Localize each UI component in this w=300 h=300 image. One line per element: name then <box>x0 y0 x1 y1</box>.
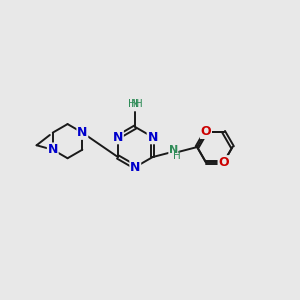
Text: N: N <box>48 143 58 156</box>
Text: H: H <box>135 99 143 110</box>
Text: O: O <box>201 125 211 138</box>
Text: H: H <box>173 151 181 161</box>
Text: O: O <box>218 156 229 169</box>
Text: N: N <box>169 145 178 155</box>
Text: N: N <box>77 126 88 139</box>
Text: N: N <box>130 160 140 174</box>
Text: N: N <box>147 130 158 143</box>
Text: H: H <box>128 99 135 110</box>
Text: N: N <box>131 99 140 109</box>
Text: N: N <box>113 130 123 143</box>
